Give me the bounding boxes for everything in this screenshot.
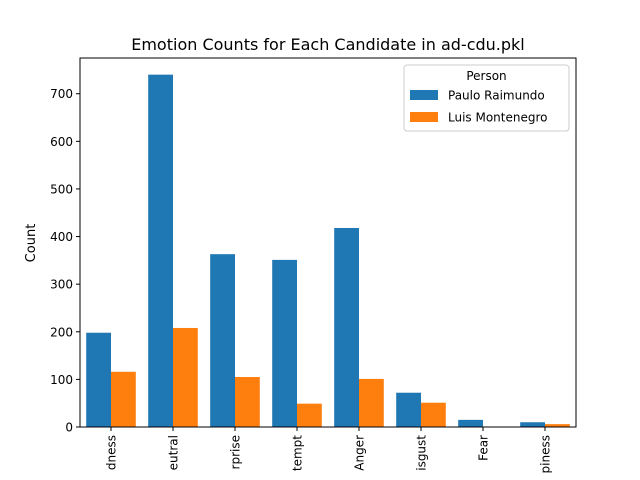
x-tick-label: rprise xyxy=(229,435,243,469)
bar-series-2-3 xyxy=(297,403,322,427)
y-tick-label: 500 xyxy=(50,182,73,196)
legend-swatch-1 xyxy=(410,90,438,100)
y-tick-label: 300 xyxy=(50,278,73,292)
y-tick-label: 600 xyxy=(50,135,73,149)
legend: Person Paulo Raimundo Luis Montenegro xyxy=(403,64,570,132)
x-tick-label: eutral xyxy=(167,435,181,470)
bar-series-1-2 xyxy=(210,254,235,427)
y-axis-label: Count xyxy=(24,224,39,263)
x-tick-label: piness xyxy=(539,435,553,473)
x-axis: dness eutral rprise tempt Anger isgust Fear pin… xyxy=(105,427,553,473)
bar-series-1-0 xyxy=(86,332,111,427)
bars-group xyxy=(86,74,570,427)
x-tick-label: isgust xyxy=(415,435,429,471)
bar-series-1-5 xyxy=(396,392,421,427)
bar-series-2-4 xyxy=(359,378,384,427)
bar-series-1-4 xyxy=(334,227,359,427)
y-tick-label: 700 xyxy=(50,87,73,101)
y-tick-label: 0 xyxy=(65,421,73,435)
chart-title: Emotion Counts for Each Candidate in ad-… xyxy=(131,35,525,54)
bar-series-2-0 xyxy=(111,371,136,427)
x-tick-label: dness xyxy=(105,435,119,470)
bar-series-1-3 xyxy=(272,259,297,427)
x-tick-label: Anger xyxy=(353,435,367,471)
bar-series-2-7 xyxy=(545,424,570,427)
y-tick-label: 100 xyxy=(50,373,73,387)
x-tick-label: tempt xyxy=(291,435,305,471)
plot-frame xyxy=(79,57,577,428)
bar-series-2-2 xyxy=(235,377,260,427)
bar-series-1-6 xyxy=(458,419,483,427)
bar-series-2-5 xyxy=(421,402,446,427)
bar-series-1-7 xyxy=(520,422,545,427)
legend-label-2: Luis Montenegro xyxy=(448,111,548,125)
y-tick-label: 400 xyxy=(50,230,73,244)
legend-box xyxy=(403,64,570,132)
y-tick-label: 200 xyxy=(50,325,73,339)
y-axis: 0 100 200 300 400 500 600 700 xyxy=(50,87,80,435)
legend-title: Person xyxy=(466,69,506,83)
legend-swatch-2 xyxy=(410,112,438,122)
bar-series-2-1 xyxy=(173,327,198,427)
legend-label-1: Paulo Raimundo xyxy=(448,89,545,103)
x-tick-label: Fear xyxy=(477,435,491,461)
bar-series-1-1 xyxy=(148,74,173,427)
